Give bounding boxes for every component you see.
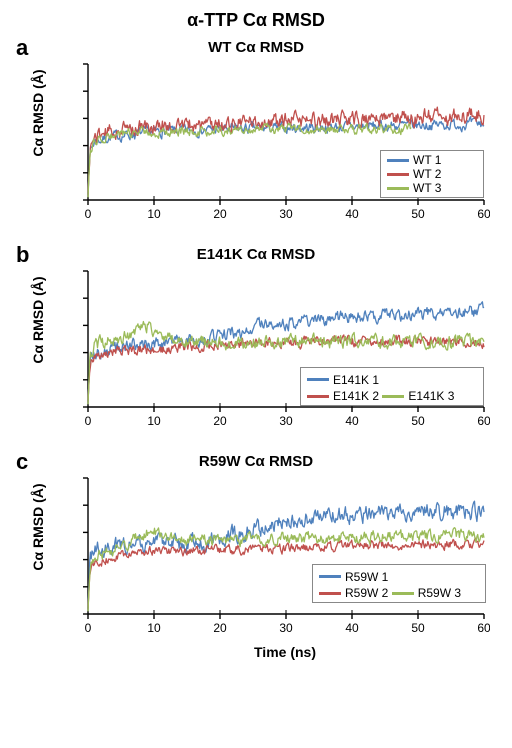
legend-item: WT 1 [387, 153, 477, 167]
legend-item: R59W 1 [319, 570, 388, 584]
panel-title: E141K Cα RMSD [10, 246, 502, 263]
legend-label: WT 3 [413, 181, 441, 195]
svg-text:0: 0 [85, 207, 92, 221]
x-axis-label: Time (ns) [80, 644, 490, 660]
figure: α-TTP Cα RMSD aWT Cα RMSDCα RMSD (Å)0.01… [0, 0, 512, 698]
legend-item: WT 3 [387, 181, 477, 195]
svg-text:60: 60 [477, 207, 490, 221]
legend-swatch [319, 592, 341, 595]
plot-area: 0.01.02.03.04.05.00102030405060E141K 1E1… [80, 265, 490, 435]
svg-text:30: 30 [279, 414, 293, 428]
legend: E141K 1 E141K 2 E141K 3 [300, 367, 484, 406]
panels-container: aWT Cα RMSDCα RMSD (Å)0.01.02.03.04.05.0… [10, 39, 502, 660]
legend-swatch [387, 173, 409, 176]
panel-c: cR59W Cα RMSDCα RMSD (Å)0.01.02.03.04.05… [10, 453, 502, 660]
legend-label: E141K 3 [408, 389, 454, 403]
legend-item: R59W 3 [392, 586, 461, 600]
y-axis-label: Cα RMSD (Å) [30, 276, 46, 363]
svg-text:10: 10 [147, 621, 161, 635]
legend-swatch [319, 575, 341, 578]
y-axis-label: Cα RMSD (Å) [30, 483, 46, 570]
legend-label: E141K 1 [333, 373, 379, 387]
legend-label: E141K 2 [333, 389, 379, 403]
panel-a: aWT Cα RMSDCα RMSD (Å)0.01.02.03.04.05.0… [10, 39, 502, 228]
svg-text:40: 40 [345, 414, 359, 428]
legend-item: E141K 1 [307, 373, 379, 387]
svg-text:20: 20 [213, 207, 227, 221]
legend-label: R59W 1 [345, 570, 388, 584]
legend-label: R59W 3 [418, 586, 461, 600]
svg-text:50: 50 [411, 207, 425, 221]
svg-text:10: 10 [147, 414, 161, 428]
legend-swatch [387, 159, 409, 162]
svg-text:60: 60 [477, 621, 490, 635]
legend-swatch [387, 187, 409, 190]
chart-svg: 0.01.02.03.04.05.00102030405060 [80, 472, 490, 642]
main-title: α-TTP Cα RMSD [10, 10, 502, 31]
legend-swatch [307, 395, 329, 398]
plot-area: 0.01.02.03.04.05.00102030405060R59W 1R59… [80, 472, 490, 642]
svg-text:0: 0 [85, 414, 92, 428]
panel-letter: b [16, 242, 29, 268]
legend-swatch [382, 395, 404, 398]
svg-text:20: 20 [213, 414, 227, 428]
svg-text:60: 60 [477, 414, 490, 428]
legend-item: WT 2 [387, 167, 477, 181]
plot-area: 0.01.02.03.04.05.00102030405060WT 1WT 2W… [80, 58, 490, 228]
svg-text:40: 40 [345, 207, 359, 221]
legend-item: E141K 3 [382, 389, 454, 403]
legend-label: WT 2 [413, 167, 441, 181]
legend-item: R59W 2 [319, 586, 388, 600]
panel-letter: a [16, 35, 28, 61]
y-axis-label: Cα RMSD (Å) [30, 69, 46, 156]
svg-text:10: 10 [147, 207, 161, 221]
svg-text:0: 0 [85, 621, 92, 635]
svg-text:30: 30 [279, 621, 293, 635]
panel-title: R59W Cα RMSD [10, 453, 502, 470]
legend: WT 1WT 2WT 3 [380, 150, 484, 198]
chart-svg: 0.01.02.03.04.05.00102030405060 [80, 265, 490, 435]
svg-text:50: 50 [411, 621, 425, 635]
svg-text:20: 20 [213, 621, 227, 635]
svg-text:40: 40 [345, 621, 359, 635]
panel-title: WT Cα RMSD [10, 39, 502, 56]
panel-letter: c [16, 449, 28, 475]
svg-text:50: 50 [411, 414, 425, 428]
legend-swatch [392, 592, 414, 595]
svg-text:30: 30 [279, 207, 293, 221]
legend-label: R59W 2 [345, 586, 388, 600]
legend-label: WT 1 [413, 153, 441, 167]
chart-svg: 0.01.02.03.04.05.00102030405060 [80, 58, 490, 228]
legend-swatch [307, 378, 329, 381]
legend: R59W 1 R59W 2 R59W 3 [312, 564, 486, 603]
panel-b: bE141K Cα RMSDCα RMSD (Å)0.01.02.03.04.0… [10, 246, 502, 435]
legend-item: E141K 2 [307, 389, 379, 403]
